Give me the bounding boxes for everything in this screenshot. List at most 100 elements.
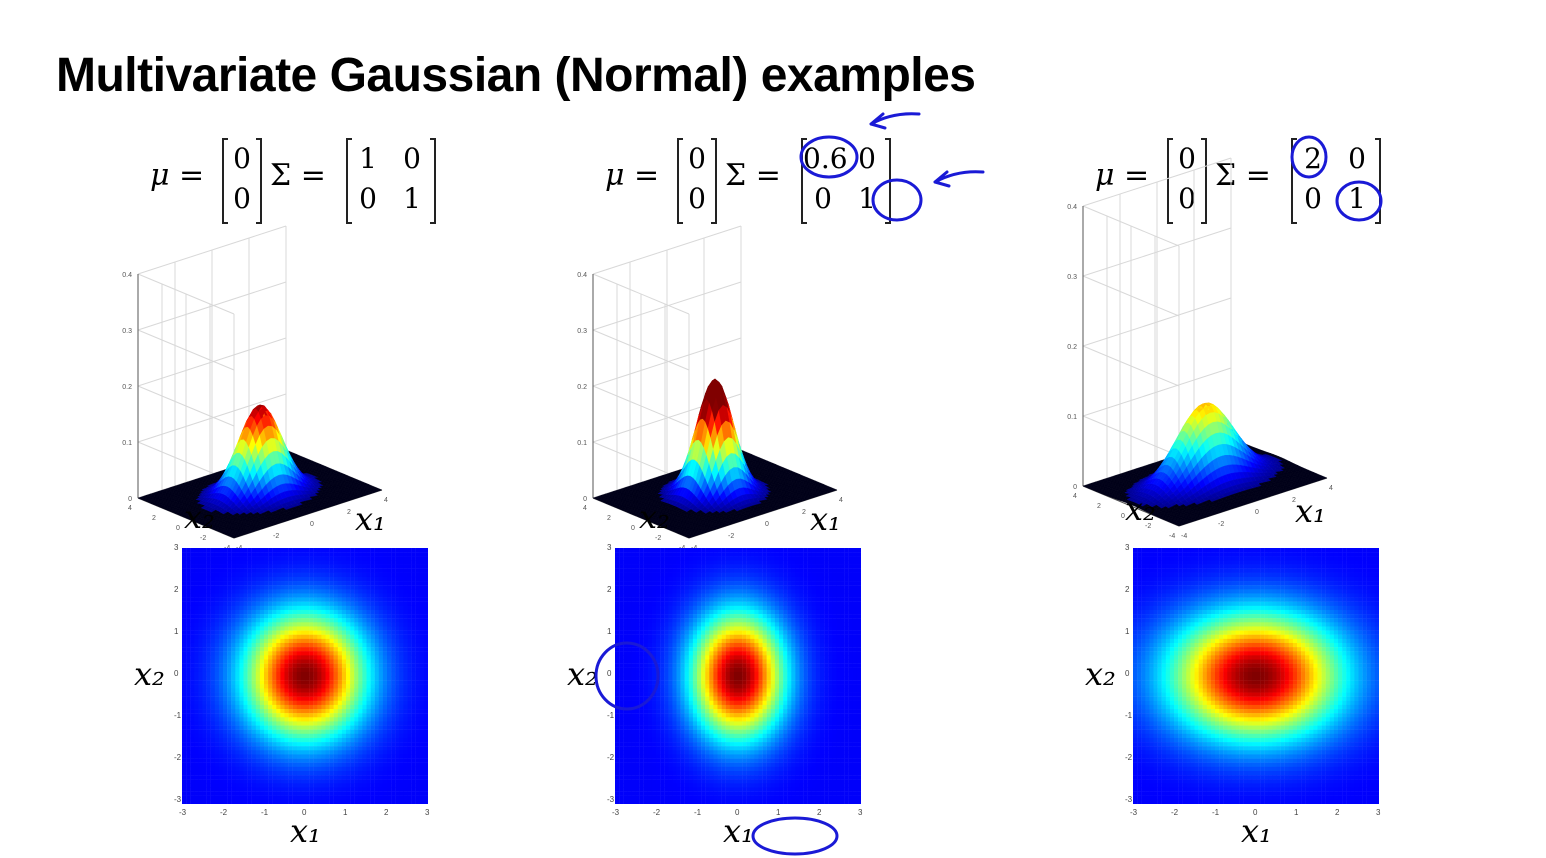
heat-y-tick: -3 [1125,795,1132,804]
x2-tick-label: -2 [655,535,661,542]
z-tick-label: 0.2 [122,384,132,391]
surface-x2-label: x₂ [184,498,215,536]
mu-symbol: μ = [150,158,204,193]
mu-symbol: μ = [605,158,659,193]
z-tick-label: 0.3 [1067,274,1077,281]
panel-standard: μ =00Σ =10010.40.30.20.10-4-2024420-2-4x… [100,0,600,848]
arrow-sigma-11-annotation [863,108,923,138]
x1-tick-label: 0 [1255,509,1259,516]
heat-y-tick: -3 [174,795,181,804]
surface-x2-label: x₂ [639,498,670,536]
heat-x-tick: 1 [1294,808,1298,817]
heat-x-tick: -1 [1212,808,1219,817]
heat-x-tick: 2 [1335,808,1339,817]
heat-x-tick: -3 [1130,808,1137,817]
heat-y-tick: 2 [174,585,178,594]
sigma-11: 1 [392,182,432,215]
heat-y-tick: -3 [607,795,614,804]
bracket-left [346,138,352,224]
bracket-left [1291,138,1297,224]
heat-y-tick: 0 [1125,669,1129,678]
z-tick-label: 0.1 [577,440,587,447]
bracket-left [801,138,807,224]
heat-x-tick: 3 [425,808,429,817]
x1-tick-label: 0 [765,521,769,528]
sigma-01: 0 [392,142,432,175]
heat-y-tick: -1 [1125,711,1132,720]
sigma-11: 1 [1337,182,1377,215]
z-tick-label: 0.2 [1067,344,1077,351]
heat-x-tick: 2 [384,808,388,817]
heat-x-tick: -2 [220,808,227,817]
heat-y-tick: -1 [174,711,181,720]
heat-y-tick: -2 [1125,753,1132,762]
z-tick-label: 0 [128,496,132,503]
z-tick-label: 0.3 [122,328,132,335]
x2-tick-label: 4 [1073,493,1077,500]
circle-x1-annotation [749,814,841,858]
z-tick-label: 0.4 [1067,204,1077,211]
heat-y-tick: 0 [174,669,178,678]
x2-tick-label: -2 [200,535,206,542]
heatmap-grid [1133,548,1379,804]
sigma-symbol: Σ = [270,158,326,193]
heatmap [615,548,861,804]
x1-tick-label: 4 [1329,485,1333,492]
z-tick-label: 0 [583,496,587,503]
bracket-right [711,138,717,224]
sigma-01: 0 [847,142,887,175]
surface-x2-label: x₂ [1125,490,1156,528]
surface-x1-label: x₁ [810,500,841,538]
sigma-01: 0 [1337,142,1377,175]
sigma-00: 1 [348,142,388,175]
heat-y-tick: 1 [607,627,611,636]
sigma-10: 0 [803,182,843,215]
panel-narrow-x1: μ =00Σ =0.60010.40.30.20.10-4-2024420-2-… [555,0,1055,848]
heat-x-tick: -1 [694,808,701,817]
x2-tick-label: 2 [1097,503,1101,510]
bracket-left [222,138,228,224]
bracket-left [677,138,683,224]
bracket-right [1201,138,1207,224]
sigma-00: 0.6 [803,142,843,175]
sigma-11: 1 [847,182,887,215]
bracket-right [885,138,891,224]
heatmap-x1-label: x₁ [290,812,321,850]
x1-tick-label: -2 [728,533,734,540]
heat-y-tick: 3 [1125,543,1129,552]
bracket-right [430,138,436,224]
x1-tick-label: -2 [273,533,279,540]
heatmap [1133,548,1379,804]
x2-tick-label: 2 [152,515,156,522]
heatmap-grid [182,548,428,804]
heat-x-tick: -3 [179,808,186,817]
heat-y-tick: 2 [607,585,611,594]
x2-tick-label: 0 [631,525,635,532]
z-tick-label: 0.3 [577,328,587,335]
x1-tick-label: 2 [802,509,806,516]
x2-tick-label: 4 [128,505,132,512]
z-tick-label: 0.4 [577,272,587,279]
heat-x-tick: 3 [1376,808,1380,817]
x1-tick-label: -2 [1218,521,1224,528]
mu-symbol: μ = [1095,158,1149,193]
heat-y-tick: 0 [607,669,611,678]
heatmap-x1-label: x₁ [723,812,754,850]
bracket-right [1375,138,1381,224]
heat-y-tick: 1 [1125,627,1129,636]
heat-x-tick: 2 [817,808,821,817]
sigma-10: 0 [348,182,388,215]
heatmap-x2-label: x₂ [1085,655,1116,693]
bracket-right [256,138,262,224]
heatmap-x2-label: x₂ [134,655,165,693]
